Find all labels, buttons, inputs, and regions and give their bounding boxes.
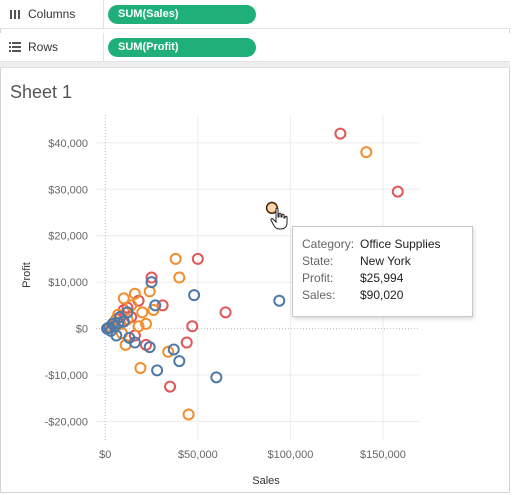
x-tick-label: $100,000 [267,449,313,461]
data-point[interactable] [121,306,134,319]
data-point[interactable] [191,252,204,265]
data-point[interactable] [156,299,169,312]
y-tick-label: $20,000 [48,231,88,243]
data-point[interactable] [136,306,149,319]
tooltip-state-label: State: [302,254,334,268]
y-tick-label: -$20,000 [45,416,88,428]
data-point[interactable] [145,276,158,289]
data-point[interactable] [219,306,232,319]
data-point[interactable] [334,127,347,140]
tooltip-state-value: New York [360,254,411,268]
sum-profit-pill[interactable]: SUM(Profit) [108,38,256,57]
data-point[interactable] [151,364,164,377]
tick-labels: -$20,000 -$10,000 $0 $10,000 $20,000 $30,000 $… [45,138,406,461]
x-tick-label: $50,000 [178,449,218,461]
y-tick-label: $0 [76,324,88,336]
data-point[interactable] [180,336,193,349]
tooltip-sales-value: $90,020 [360,288,404,302]
data-point[interactable] [139,317,152,330]
data-point[interactable] [143,341,156,354]
data-point[interactable] [188,289,201,302]
x-axis-title: Sales [252,475,280,487]
columns-icon [10,10,20,19]
rows-shelf: Rows SUM(Profit) [0,33,510,62]
shelf-separator [0,62,510,68]
data-point[interactable] [169,252,182,265]
y-tick-label: $30,000 [48,184,88,196]
data-point[interactable] [149,299,162,312]
zero-lines [96,115,420,440]
columns-shelf: Columns SUM(Sales) [0,0,510,29]
rows-icon [9,42,21,52]
tooltip-profit-value: $25,994 [360,271,404,285]
x-tick-label: $150,000 [360,449,406,461]
tooltip-row-profit: Profit: $25,994 [302,271,472,288]
data-point[interactable] [167,343,180,356]
tooltip-sales-label: Sales: [302,288,336,302]
y-tick-label: $40,000 [48,138,88,150]
data-point[interactable] [164,380,177,393]
mark-tooltip: Category: Office Supplies State: New York … [292,226,473,317]
tooltip-category-value: Office Supplies [360,237,441,251]
data-point[interactable] [123,331,136,344]
data-point[interactable] [117,292,130,305]
data-point[interactable] [128,287,141,300]
data-point[interactable] [112,317,125,329]
columns-label: Columns [28,7,76,21]
tooltip-row-sales: Sales: $90,020 [302,288,472,305]
data-point[interactable] [173,355,186,368]
tooltip-row-category: Category: Office Supplies [302,237,472,254]
columns-shelf-label-cell: Columns [0,0,104,28]
x-tick-label: $0 [99,449,111,461]
data-point[interactable] [182,408,195,421]
data-point[interactable] [210,371,223,384]
hand-pointer-icon [270,207,288,230]
data-point[interactable] [186,320,199,333]
y-tick-label: $10,000 [48,277,88,289]
sheet-title: Sheet 1 [10,82,73,102]
data-point[interactable] [162,345,175,358]
rows-label: Rows [28,40,59,54]
data-point[interactable] [132,320,145,333]
data-point[interactable] [273,294,286,307]
data-point[interactable] [145,271,158,284]
data-point[interactable] [360,146,373,159]
data-point[interactable] [143,285,156,298]
tooltip-profit-label: Profit: [302,271,334,285]
data-point[interactable] [108,320,121,333]
tooltip-category-label: Category: [302,237,355,251]
data-point[interactable] [134,362,147,375]
sum-sales-pill[interactable]: SUM(Sales) [108,5,256,24]
y-axis-title: Profit [21,262,33,288]
data-points[interactable] [101,127,404,421]
data-point[interactable] [391,185,404,198]
data-point[interactable] [173,271,186,284]
tooltip-row-state: State: New York [302,254,472,271]
data-point[interactable] [101,322,114,335]
rows-shelf-label-cell: Rows [0,33,104,61]
y-tick-label: -$10,000 [45,370,88,382]
